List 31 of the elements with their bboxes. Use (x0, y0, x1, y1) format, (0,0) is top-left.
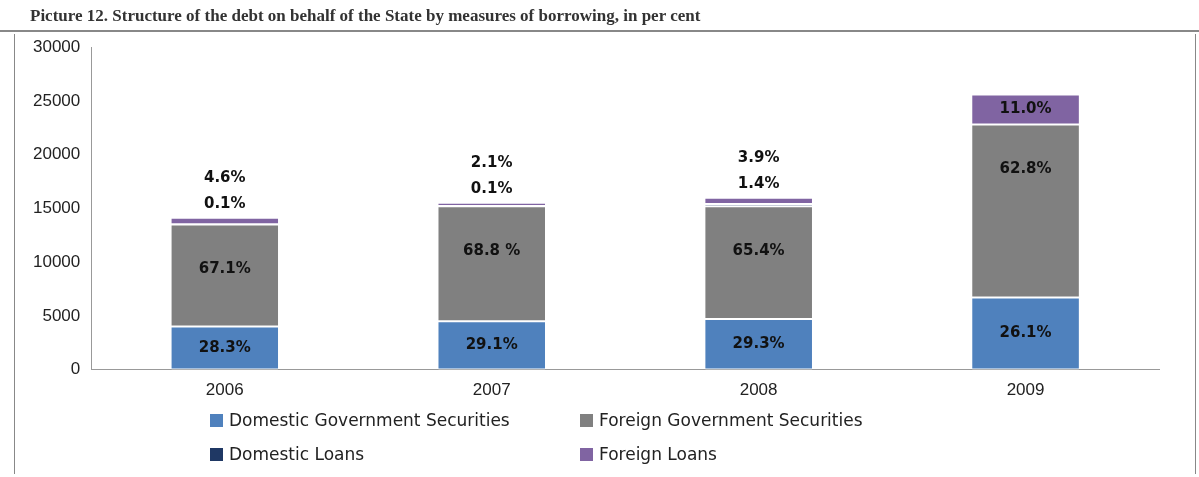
x-tick-label: 2007 (472, 380, 511, 400)
legend-label: Domestic Loans (229, 444, 365, 464)
legend-label: Foreign Government Securities (599, 410, 863, 430)
annotation: 11.0% (999, 99, 1052, 118)
annotation: 2.1% (470, 152, 513, 171)
annotation: 3.9% (737, 147, 780, 166)
y-tick-label: 20000 (32, 144, 81, 164)
annotation: 26.1% (999, 323, 1052, 342)
annotation: 28.3% (198, 338, 251, 356)
x-tick-label: 2009 (1006, 380, 1045, 400)
y-tick-label: 25000 (32, 90, 81, 110)
annotation: 0.1% (203, 193, 246, 212)
annotation: 68.8 % (463, 241, 521, 260)
chart-title: Picture 12. Structure of the debt on behalf of the State by measures of borrowing, in per cent (0, 0, 1199, 32)
y-tick-label: 15000 (32, 198, 81, 218)
annotation: 0.1% (470, 178, 513, 197)
annotation: 62.8% (999, 159, 1052, 178)
y-tick-label: 5000 (42, 305, 81, 325)
y-tick-label: 30000 (32, 36, 81, 56)
y-tick-label: 0 (70, 359, 81, 379)
annotation: 65.4% (732, 241, 785, 260)
x-tick-label: 2008 (739, 380, 778, 400)
y-tick-label: 10000 (32, 251, 81, 271)
annotation: 4.6% (203, 167, 246, 186)
legend-label: Foreign Loans (599, 444, 717, 464)
annotation: 29.1% (465, 335, 518, 354)
annotation: 29.3% (732, 334, 785, 353)
legend-label: Domestic Government Securities (229, 410, 510, 430)
annotation: 67.1% (198, 259, 251, 278)
x-tick-label: 2006 (205, 380, 244, 400)
annotation: 1.4% (737, 173, 780, 192)
